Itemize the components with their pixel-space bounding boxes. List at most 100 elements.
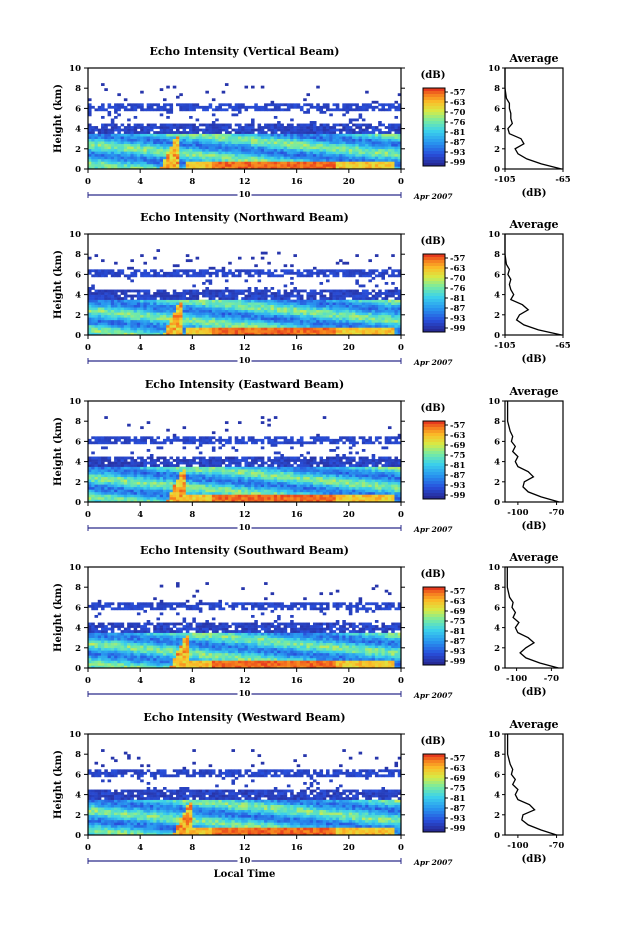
heatmap-cell: [270, 158, 275, 162]
heatmap-cell: [286, 148, 291, 152]
heatmap-cell: [101, 324, 105, 328]
heatmap-cell: [371, 312, 376, 316]
heatmap-cell: [136, 131, 141, 134]
heatmap-cell: [355, 151, 359, 155]
heatmap-cell: [110, 158, 115, 162]
heatmap-cell: [293, 156, 297, 160]
heatmap-cell: [107, 332, 112, 336]
heatmap-cell: [342, 297, 346, 300]
heatmap-cell: [104, 128, 108, 132]
heatmap-cell: [104, 294, 108, 298]
heatmap-cell: [182, 133, 187, 137]
heatmap-cell: [234, 314, 239, 318]
heatmap-cell: [355, 324, 359, 328]
heatmap-cell: [189, 292, 193, 295]
heatmap-cell: [195, 499, 200, 503]
heatmap-cell: [146, 131, 151, 134]
heatmap-cell: [146, 309, 151, 313]
heatmap-cell: [378, 103, 382, 107]
heatmap-cell: [97, 322, 102, 326]
heatmap-cell: [237, 329, 242, 333]
heatmap-cell: [309, 332, 314, 336]
heatmap-cell: [169, 329, 174, 333]
heatmap-cell: [189, 481, 193, 485]
heatmap-cell: [224, 484, 229, 488]
heatmap-cell: [358, 108, 363, 112]
heatmap-cell: [130, 133, 134, 137]
heatmap-cell: [104, 464, 108, 467]
heatmap-cell: [91, 166, 95, 170]
heatmap-cell: [149, 481, 154, 485]
heatmap-cell: [224, 476, 229, 480]
heatmap-cell: [88, 289, 92, 293]
heatmap-cell: [326, 319, 330, 323]
heatmap-cell: [264, 146, 268, 150]
heatmap-cell: [120, 158, 125, 162]
heatmap-cell: [133, 136, 138, 139]
heatmap-cell: [146, 499, 151, 503]
heatmap-cell: [387, 143, 392, 147]
heatmap-cell: [348, 332, 353, 336]
heatmap-cell: [381, 136, 385, 139]
heatmap-cell: [215, 327, 219, 331]
heatmap-cell: [189, 297, 193, 300]
heatmap-cell: [267, 314, 271, 318]
heatmap-cell: [114, 161, 118, 165]
heatmap-cell: [107, 436, 112, 440]
heatmap-cell: [371, 161, 376, 165]
heatmap-cell: [260, 309, 265, 313]
heatmap-cell: [391, 143, 395, 147]
heatmap-cell: [185, 476, 190, 480]
heatmap-cell: [309, 317, 314, 321]
heatmap-cell: [264, 317, 268, 321]
heatmap-cell: [211, 491, 216, 495]
heatmap-cell: [316, 108, 320, 112]
heatmap-cell: [384, 166, 389, 170]
heatmap-cell: [117, 299, 121, 303]
heatmap-cell: [244, 332, 249, 336]
heatmap-cell: [162, 314, 167, 318]
heatmap-cell: [146, 491, 151, 495]
heatmap-cell: [101, 148, 105, 152]
heatmap-cell: [146, 274, 151, 278]
heatmap-cell: [162, 297, 167, 300]
heatmap-cell: [156, 481, 161, 485]
heatmap-cell: [149, 332, 154, 336]
heatmap-cell: [316, 309, 320, 313]
heatmap-cell: [133, 499, 138, 503]
heatmap-cell: [221, 474, 226, 478]
heatmap-cell: [205, 324, 209, 328]
heatmap-cell: [146, 456, 151, 460]
heatmap-cell: [290, 317, 294, 321]
heatmap-cell: [303, 143, 307, 147]
heatmap-cell: [123, 292, 128, 295]
heatmap-cell: [224, 464, 229, 467]
heatmap-cell: [104, 438, 108, 442]
heatmap-cell: [309, 319, 314, 323]
heatmap-cell: [335, 332, 340, 336]
heatmap-cell: [237, 148, 242, 152]
heatmap-cell: [104, 312, 108, 316]
heatmap-cell: [361, 284, 366, 288]
heatmap-cell: [185, 126, 190, 129]
heatmap-cell: [156, 294, 161, 298]
heatmap-cell: [394, 287, 399, 290]
heatmap-cell: [293, 309, 297, 313]
heatmap-cell: [257, 314, 262, 318]
heatmap-cell: [146, 489, 151, 493]
heatmap-cell: [374, 327, 379, 331]
heatmap-cell: [358, 105, 363, 109]
heatmap-cell: [231, 332, 236, 336]
heatmap-cell: [101, 464, 105, 467]
heatmap-cell: [365, 163, 369, 167]
heatmap-cell: [182, 148, 187, 152]
heatmap-cell: [189, 327, 193, 331]
heatmap-cell: [185, 123, 190, 127]
heatmap-cell: [149, 471, 154, 475]
heatmap-cell: [378, 133, 382, 137]
heatmap-cell: [326, 156, 330, 160]
heatmap-cell: [387, 166, 392, 170]
heatmap-cell: [224, 322, 229, 326]
heatmap-cell: [185, 319, 190, 323]
heatmap-cell: [130, 438, 134, 442]
